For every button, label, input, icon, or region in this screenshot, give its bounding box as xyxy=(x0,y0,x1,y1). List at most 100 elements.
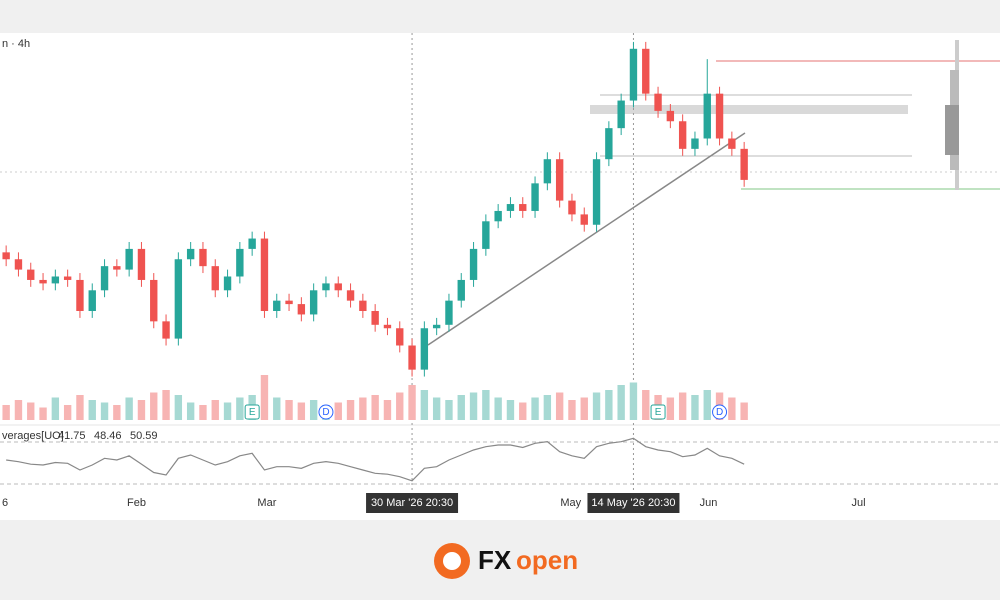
candle-body xyxy=(506,204,515,211)
volume-bar xyxy=(186,402,195,420)
candle-body xyxy=(51,276,60,284)
volume-bar xyxy=(432,397,441,420)
candle-body xyxy=(334,283,342,291)
volume-bar xyxy=(39,407,47,420)
volume-bar xyxy=(63,405,72,420)
logo: FX open xyxy=(434,543,578,579)
candle-body xyxy=(408,345,416,370)
candle-body xyxy=(76,279,84,311)
volume-bar xyxy=(88,400,96,420)
x-tick-label: Mar xyxy=(257,497,276,509)
volume-bar xyxy=(285,400,293,420)
candle-body xyxy=(678,121,687,149)
volume-bar xyxy=(27,402,35,420)
volume-bar xyxy=(76,395,84,420)
volume-bar xyxy=(211,400,219,420)
volume-bar xyxy=(396,392,404,420)
volume-bar xyxy=(519,402,527,420)
candle-body xyxy=(555,159,564,201)
candle-body xyxy=(592,159,601,225)
candle-body xyxy=(223,276,232,291)
candle-body xyxy=(703,93,711,139)
candle-body xyxy=(100,266,109,291)
candle-body xyxy=(420,328,429,370)
volume-bar xyxy=(260,375,269,420)
volume-bar xyxy=(113,405,121,420)
candle-body xyxy=(642,48,650,94)
candle-body xyxy=(568,200,576,215)
volume-bar xyxy=(137,400,146,420)
candle-body xyxy=(199,248,207,267)
candle-body xyxy=(543,159,552,184)
candle-body xyxy=(260,238,269,311)
candle-body xyxy=(728,138,736,149)
volume-bar xyxy=(383,400,392,420)
candle-body xyxy=(346,290,355,301)
volume-bar xyxy=(543,395,552,420)
indicator-value: 41.75 xyxy=(58,430,86,442)
candle-body xyxy=(27,269,35,280)
candle-body xyxy=(186,248,195,260)
x-tick-label: Jun xyxy=(700,497,718,509)
candle-body xyxy=(396,328,404,346)
volume-bar xyxy=(162,390,170,420)
event-badge xyxy=(650,404,666,420)
candle-body xyxy=(359,300,367,311)
event-badge xyxy=(318,404,334,420)
candle-body xyxy=(297,304,306,315)
volume-bar xyxy=(678,392,687,420)
event-label: E xyxy=(249,407,256,418)
volume-bar xyxy=(728,397,736,420)
crosshair-label-box xyxy=(366,493,459,513)
x-tick-label: Jul xyxy=(852,497,866,509)
volume-bar xyxy=(309,400,318,420)
candle-body xyxy=(125,248,133,270)
candle-body xyxy=(580,214,588,225)
candle-body xyxy=(236,248,244,277)
volume-bar xyxy=(555,392,564,420)
volume-bar xyxy=(371,395,379,420)
volume-bar xyxy=(506,400,515,420)
candle-body xyxy=(482,221,490,249)
volume-bar xyxy=(445,400,453,420)
crosshair-label: 14 May '26 20:30 xyxy=(591,497,675,509)
logo-text: open xyxy=(516,545,578,575)
volume-bar xyxy=(691,395,699,420)
candle-body xyxy=(531,183,539,211)
zone xyxy=(590,105,908,114)
volume-bar xyxy=(531,397,539,420)
volume-bar xyxy=(420,390,429,420)
event-label: D xyxy=(716,407,723,418)
event-label: D xyxy=(322,407,329,418)
event-badge xyxy=(712,404,728,420)
candle-body xyxy=(605,128,613,160)
candle-body xyxy=(309,290,318,315)
volume-bar xyxy=(273,397,281,420)
volume-bar xyxy=(740,402,748,420)
volume-bar xyxy=(568,400,576,420)
volume-bar xyxy=(199,405,207,420)
volume-bar xyxy=(629,382,638,420)
volume-bar xyxy=(51,397,60,420)
candle-body xyxy=(137,248,146,280)
symbol-title: n · 4h xyxy=(2,38,30,50)
volume-bar xyxy=(617,385,625,420)
volume-bar xyxy=(666,397,675,420)
volume-bar xyxy=(125,397,133,420)
event-label: E xyxy=(655,407,662,418)
candle-body xyxy=(469,248,478,280)
volume-bar xyxy=(457,395,465,420)
indicator-value: 50.59 xyxy=(130,430,158,442)
volume-bar xyxy=(2,405,10,420)
candle-body xyxy=(162,321,170,339)
volume-bar xyxy=(334,402,342,420)
chart-area xyxy=(0,33,1000,520)
volume-bar xyxy=(236,397,244,420)
candle-body xyxy=(457,279,465,301)
candle-body xyxy=(2,252,10,260)
candle-body xyxy=(211,266,219,291)
volume-bar xyxy=(359,397,367,420)
candle-body xyxy=(629,48,638,101)
volume-bar xyxy=(580,397,588,420)
